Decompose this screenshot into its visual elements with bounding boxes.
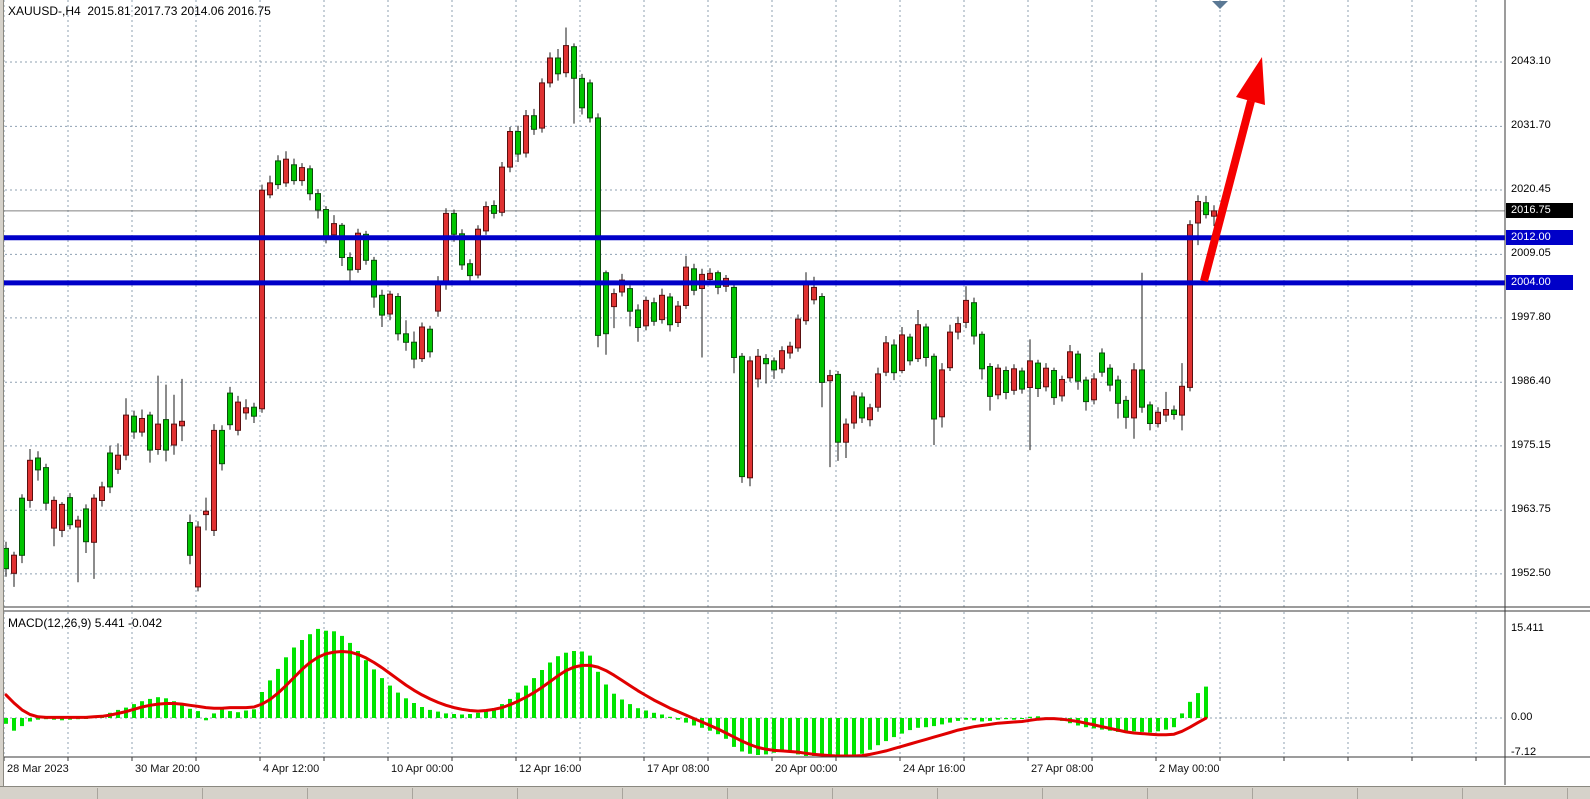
price-axis-label: 1963.75 bbox=[1511, 503, 1551, 516]
price-axis-label: 1952.50 bbox=[1511, 566, 1551, 579]
time-axis-label: 27 Apr 08:00 bbox=[1031, 763, 1094, 775]
support-level-badge[interactable]: 2004.00 bbox=[1506, 274, 1573, 290]
price-axis-label: 2009.05 bbox=[1511, 247, 1551, 260]
time-axis-label: 12 Apr 16:00 bbox=[519, 763, 582, 775]
trend-arrow-object[interactable] bbox=[1200, 57, 1265, 283]
price-axis-label: 2031.70 bbox=[1511, 119, 1551, 132]
current-price-badge: 2016.75 bbox=[1506, 202, 1573, 218]
top-marker-icon[interactable] bbox=[1212, 1, 1228, 9]
resistance-level-badge[interactable]: 2012.00 bbox=[1506, 229, 1573, 245]
chart-title-ohlc: XAUUSD-,H4 2015.81 2017.73 2014.06 2016.… bbox=[8, 4, 271, 18]
macd-indicator-label: MACD(12,26,9) 5.441 -0.042 bbox=[8, 616, 163, 630]
macd-axis-label: 15.411 bbox=[1511, 621, 1544, 634]
price-axis-label: 2043.10 bbox=[1511, 55, 1551, 67]
price-axis-label: 1997.80 bbox=[1511, 310, 1551, 323]
time-axis-label: 28 Mar 2023 bbox=[7, 763, 69, 775]
macd-axis-label: 0.00 bbox=[1511, 711, 1533, 723]
time-axis-label: 10 Apr 00:00 bbox=[391, 763, 454, 775]
window-left-border bbox=[0, 0, 4, 799]
horizontal-scrollbar[interactable] bbox=[0, 786, 1590, 799]
time-axis-label: 4 Apr 12:00 bbox=[263, 763, 320, 775]
time-axis-label: 30 Mar 20:00 bbox=[135, 763, 200, 775]
price-axis-label: 1975.15 bbox=[1511, 438, 1551, 451]
time-axis-label: 24 Apr 16:00 bbox=[903, 763, 966, 775]
time-axis-label: 17 Apr 08:00 bbox=[647, 763, 710, 775]
price-axis-label: 2020.45 bbox=[1511, 182, 1551, 195]
price-axis-label: 1986.40 bbox=[1511, 375, 1551, 388]
macd-axis-label: -7.12 bbox=[1511, 746, 1537, 758]
time-axis-label: 2 May 00:00 bbox=[1159, 763, 1220, 775]
time-axis-label: 20 Apr 00:00 bbox=[775, 763, 838, 775]
